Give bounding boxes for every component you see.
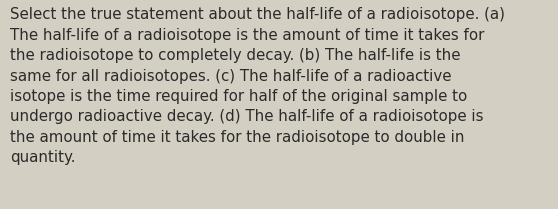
Text: Select the true statement about the half-life of a radioisotope. (a)
The half-li: Select the true statement about the half… [10,7,505,165]
